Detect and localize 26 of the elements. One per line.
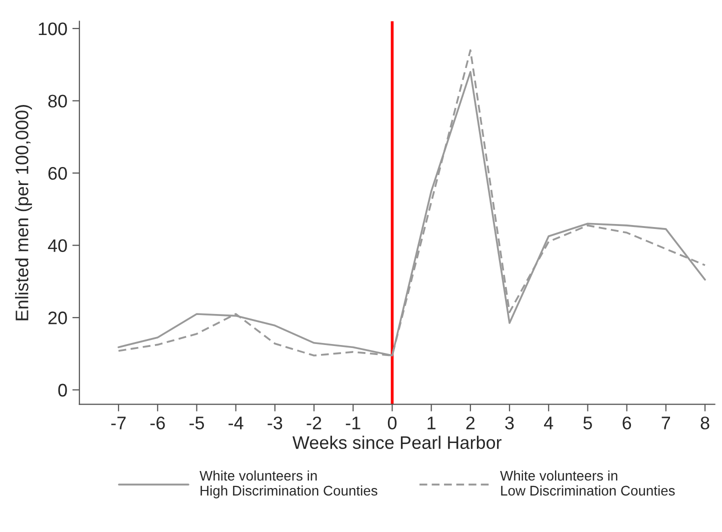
y-tick-label: 20: [48, 312, 67, 324]
legend-label: White volunteers in High Discrimination Counties: [200, 470, 378, 498]
y-tick-label: 0: [58, 384, 67, 397]
x-tick-label: 7: [662, 416, 670, 430]
x-tick-label: 3: [505, 416, 514, 430]
legend-label: White volunteers in Low Discrimination Counties: [500, 470, 675, 496]
x-tick-label: 0: [388, 416, 397, 430]
x-tick-label: 6: [622, 416, 632, 430]
x-tick-label: -4: [228, 416, 244, 430]
x-tick-label: -1: [346, 416, 360, 430]
x-tick-label: 4: [544, 416, 554, 430]
y-axis-title: Enlisted men (per 100,000): [15, 105, 32, 320]
x-tick-label: -7: [111, 416, 126, 430]
x-tick-label: -2: [306, 416, 322, 430]
x-tick-label: 5: [583, 416, 592, 430]
y-tick-label: 100: [38, 22, 67, 36]
x-tick-label: -6: [150, 416, 165, 430]
x-tick-label: 1: [428, 416, 436, 430]
y-tick-label: 40: [48, 239, 67, 252]
y-tick-label: 60: [48, 166, 67, 180]
x-tick-label: -5: [189, 416, 204, 430]
x-axis-title: Weeks since Pearl Harbor: [292, 436, 502, 449]
x-tick-label: 8: [700, 416, 710, 430]
x-tick-label: -3: [268, 416, 282, 430]
x-tick-label: 2: [466, 416, 475, 430]
y-tick-label: 80: [48, 94, 67, 108]
